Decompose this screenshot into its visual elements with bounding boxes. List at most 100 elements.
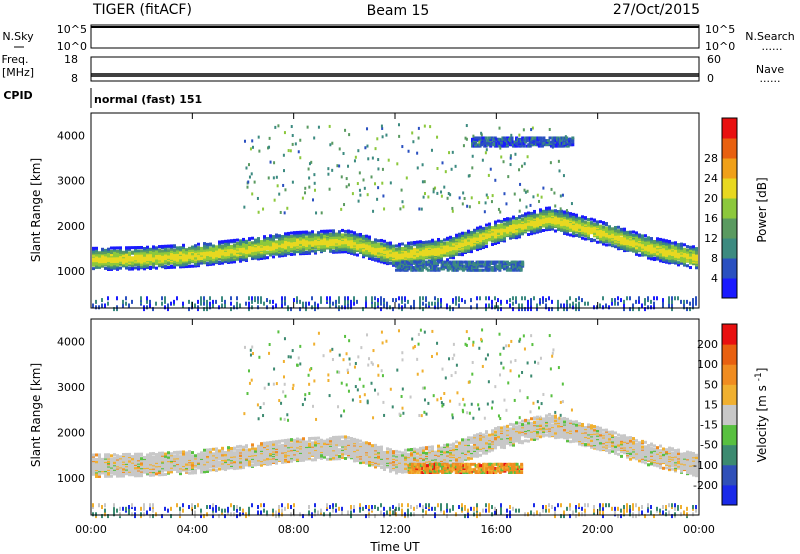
data-cell [566,140,570,144]
data-cell [423,124,426,128]
data-cell [374,247,377,251]
data-cell [548,141,552,145]
data-cell [149,473,152,477]
data-cell [677,263,680,267]
data-cell [484,263,488,267]
data-cell [92,512,94,517]
data-cell [304,191,307,195]
data-cell [128,452,131,456]
data-cell [476,303,478,308]
data-cell [522,128,525,132]
data-cell [146,296,148,301]
data-cell [524,296,526,301]
data-cell [524,140,528,144]
data-cell [480,268,484,272]
data-cell [371,156,374,160]
data-cell [266,242,269,246]
data-cell [245,239,248,243]
data-cell [206,256,209,260]
data-cell [617,229,620,233]
data-cell [510,133,513,137]
colorbar-frame [721,117,738,299]
data-cell [251,296,253,301]
data-cell [500,299,502,304]
data-cell [287,231,290,235]
data-cell [498,267,502,271]
data-cell [458,303,460,308]
data-cell [536,140,540,144]
data-cell [185,248,188,252]
data-cell [239,239,242,243]
data-cell [695,296,697,301]
data-cell [257,237,260,241]
data-cell [525,144,529,148]
data-cell [308,231,311,235]
y-tick-label: 1000 [57,472,85,485]
data-cell [488,303,490,308]
data-cell [323,229,326,233]
data-cell [504,264,508,268]
data-cell [365,301,367,306]
data-cell [474,136,478,140]
data-cell [350,299,352,304]
data-cell [389,181,392,185]
data-cell [614,301,616,306]
data-cell [587,218,590,222]
data-cell [377,259,380,263]
data-cell [566,299,568,304]
data-cell [113,262,116,266]
data-cell [263,301,265,306]
data-cell [562,136,566,140]
data-cell [95,512,97,517]
data-cell [525,136,529,140]
data-cell [416,267,420,271]
data-cell [215,259,218,263]
data-cell [206,303,208,308]
data-cell [343,203,346,207]
data-cell [470,196,473,200]
data-cell [245,301,247,306]
data-cell [347,296,349,301]
data-cell [563,213,566,217]
data-cell [119,472,122,476]
data-cell [266,239,269,243]
data-cell [344,233,347,237]
data-cell [356,299,358,304]
data-cell [475,143,479,147]
data-cell [287,245,290,249]
data-cell [376,137,379,141]
data-cell [233,238,236,242]
data-cell [479,296,481,301]
data-cell [314,233,317,237]
data-cell [212,244,215,248]
data-cell [368,256,371,260]
data-cell [614,225,617,229]
data-cell [344,229,347,233]
data-cell [551,209,554,213]
data-cell [557,212,560,216]
data-cell [671,303,673,308]
data-cell [221,261,224,265]
data-cell [413,299,415,304]
data-cell [392,244,395,248]
colorbar-segment [722,178,737,199]
data-cell [689,301,691,306]
data-cell [518,209,521,213]
data-cell [429,266,433,270]
data-cell [137,246,140,250]
data-cell [206,245,209,249]
data-cell [398,242,401,246]
data-cell [464,299,466,304]
data-cell [308,162,311,166]
data-cell [496,264,500,268]
data-cell [526,189,529,193]
colorbar-segment [722,238,737,259]
data-cell [274,125,277,129]
data-cell [516,267,520,271]
data-cell [218,257,221,261]
data-cell [152,452,155,456]
data-cell [488,224,491,228]
data-cell [569,137,573,141]
data-cell [581,228,584,232]
